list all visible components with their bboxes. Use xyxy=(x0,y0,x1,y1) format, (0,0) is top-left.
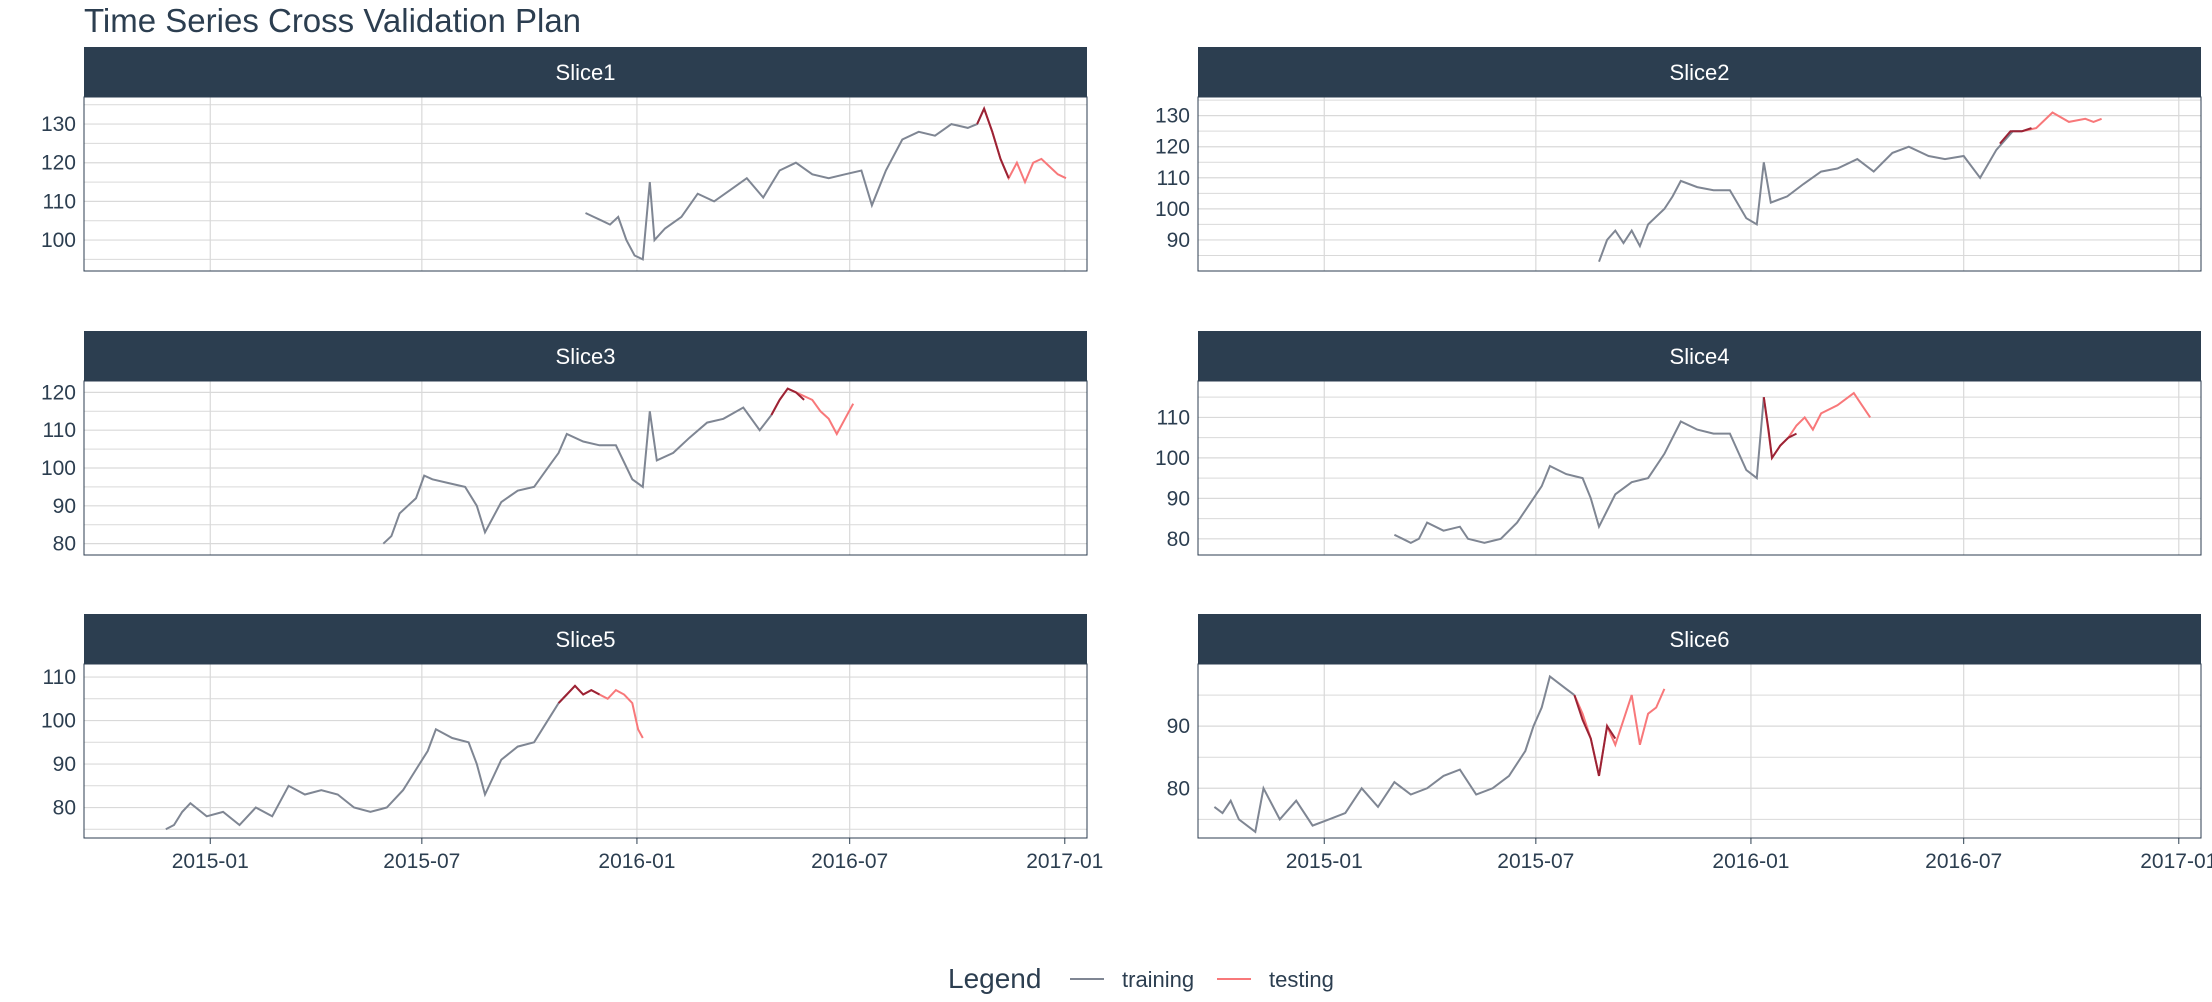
slice4-overlap-line xyxy=(1762,397,1797,461)
slice4-y-tick-label: 90 xyxy=(1167,487,1190,510)
slice2-strip-label: Slice2 xyxy=(1670,60,1730,85)
slice5-x-tick-label: 2016-01 xyxy=(598,850,675,873)
slice2-y-tick-label: 110 xyxy=(1157,167,1190,190)
slice3-strip-label: Slice3 xyxy=(556,344,616,369)
slice5-strip-label: Slice5 xyxy=(556,627,616,652)
slice1-strip-label: Slice1 xyxy=(556,60,616,85)
slice1-y-tick-label: 110 xyxy=(43,190,76,213)
slice5-y-tick-label: 80 xyxy=(53,797,76,820)
slice6-overlap-line xyxy=(1573,694,1617,777)
slice2-testing-line xyxy=(2021,111,2102,133)
slice3-y-tick-label: 90 xyxy=(53,495,76,518)
slice3-overlap-line xyxy=(770,387,805,416)
slice5-panel-border xyxy=(83,663,1088,839)
slice1-strip xyxy=(84,47,1087,97)
slice6-y-tick-label: 80 xyxy=(1167,777,1190,800)
slice3-y-tick-label: 110 xyxy=(43,419,76,442)
slice2-overlap-line xyxy=(1999,127,2032,145)
slice2-panel-border xyxy=(1197,96,2202,272)
slice1-training-line xyxy=(585,108,986,261)
legend-title: Legend xyxy=(948,963,1041,994)
slice6-x-tick-label: 2016-07 xyxy=(1925,850,2002,873)
slice5-x-tick-label: 2016-07 xyxy=(811,850,888,873)
slice2-y-tick-label: 130 xyxy=(1155,105,1190,128)
slice6-x-tick-label: 2015-07 xyxy=(1497,850,1574,873)
slice5-training-line xyxy=(165,693,568,831)
slice4-y-tick-label: 80 xyxy=(1167,528,1190,551)
legend: Legend training testing xyxy=(948,963,1334,994)
slice5-y-tick-label: 110 xyxy=(43,666,76,689)
slice4-y-tick-label: 110 xyxy=(1157,406,1190,429)
slice6-y-tick-label: 90 xyxy=(1167,715,1190,738)
slice5-y-tick-label: 90 xyxy=(53,753,76,776)
slice5-x-tick-label: 2015-07 xyxy=(383,850,460,873)
slice4-y-tick-label: 100 xyxy=(1155,447,1190,470)
slice4-panel-border xyxy=(1197,380,2202,556)
slice6-panel-border xyxy=(1197,663,2202,839)
slice6-strip xyxy=(1198,614,2201,664)
slice6-x-tick-label: 2015-01 xyxy=(1286,850,1363,873)
slice6-training-line xyxy=(1213,674,1576,834)
slice1-y-tick-label: 130 xyxy=(41,113,76,136)
legend-label-testing: testing xyxy=(1269,967,1334,992)
slice4-testing-line xyxy=(1762,391,1872,461)
chart-title: Time Series Cross Validation Plan xyxy=(84,2,582,39)
slice2-y-tick-label: 100 xyxy=(1155,198,1190,221)
slice3-y-tick-label: 80 xyxy=(53,533,76,556)
slice5-x-tick-label: 2017-01 xyxy=(1026,850,1103,873)
slice5-testing-line xyxy=(566,684,644,739)
slice3-y-tick-label: 120 xyxy=(41,381,76,404)
slice3-training-line xyxy=(382,406,773,545)
slice4-strip-label: Slice4 xyxy=(1670,344,1730,369)
slice2-y-tick-label: 90 xyxy=(1167,229,1190,252)
slice3-panel-border xyxy=(83,380,1088,556)
slice5-x-tick-label: 2015-01 xyxy=(172,850,249,873)
slice1-y-tick-label: 120 xyxy=(41,152,76,175)
slice2-y-tick-label: 120 xyxy=(1155,136,1190,159)
slice3-y-tick-label: 100 xyxy=(41,457,76,480)
slice1-panel-border xyxy=(83,96,1088,272)
facet-plot: Slice1 100 110 120 130 Slice2 90 100 110 120 130 Sl… xyxy=(41,47,2212,873)
slice5-strip xyxy=(84,614,1087,664)
legend-label-training: training xyxy=(1122,967,1194,992)
slice6-x-tick-label: 2016-01 xyxy=(1712,850,1789,873)
slice3-strip xyxy=(84,331,1087,381)
slice1-y-tick-label: 100 xyxy=(41,229,76,252)
slice2-training-line xyxy=(1598,130,2023,263)
slice4-strip xyxy=(1198,331,2201,381)
slice4-training-line xyxy=(1393,397,1765,545)
slice6-x-tick-label: 2017-01 xyxy=(2140,850,2212,873)
slice5-overlap-line xyxy=(557,684,600,704)
slice6-strip-label: Slice6 xyxy=(1670,627,1730,652)
slice1-overlap-line xyxy=(976,105,1010,179)
slice2-strip xyxy=(1198,47,2201,97)
slice5-y-tick-label: 100 xyxy=(41,710,76,733)
